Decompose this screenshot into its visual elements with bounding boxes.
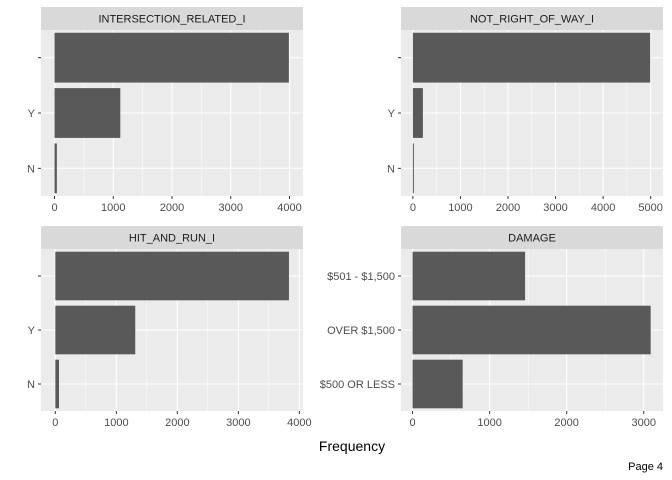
x-tick-label: 1000 — [477, 417, 501, 429]
x-tick-label: 4000 — [591, 202, 615, 214]
bar-n — [55, 359, 59, 409]
bar-n — [54, 143, 57, 194]
y-tick-label: N — [387, 163, 395, 175]
facet-panel-2: NOT_RIGHT_OF_WAY_I 0 1000 2000 3000 4000 5000 Y… — [387, 7, 663, 214]
y-tick-label: OVER $1,500 — [327, 325, 395, 337]
x-tick-label: 2000 — [554, 417, 578, 429]
x-tick-label: 3000 — [543, 202, 567, 214]
facet-strip-title: HIT_AND_RUN_I — [129, 233, 215, 245]
facet-panel-3: HIT_AND_RUN_I 0 1000 2000 3000 4000 Y N — [27, 226, 312, 429]
y-tick-label: N — [27, 163, 35, 175]
y-tick-label: $500 OR LESS — [320, 379, 395, 391]
facet-strip — [41, 7, 303, 30]
bar-blank — [412, 32, 651, 83]
facet-strip-title: INTERSECTION_RELATED_I — [98, 14, 245, 26]
bar--500-or-less — [412, 359, 463, 409]
facet-strip-title: DAMAGE — [508, 233, 556, 245]
page-number-label: Page 4 — [628, 461, 663, 473]
bar-y — [412, 88, 423, 138]
x-tick-label: 0 — [51, 202, 57, 214]
facet-strip — [401, 226, 663, 249]
bar-over-1-500 — [412, 305, 651, 355]
bar-n — [412, 143, 414, 194]
facet-panels: INTERSECTION_RELATED_I 0 1000 2000 3000 4000 Y… — [27, 7, 663, 429]
x-tick-label: 2000 — [160, 202, 184, 214]
x-tick-label: 3000 — [226, 417, 250, 429]
x-tick-label: 5000 — [638, 202, 662, 214]
x-tick-label: 1000 — [104, 417, 128, 429]
bar-y — [55, 305, 136, 355]
x-tick-label: 0 — [52, 417, 58, 429]
facet-strip — [401, 7, 663, 30]
x-tick-label: 4000 — [277, 202, 301, 214]
facet-strip-title: NOT_RIGHT_OF_WAY_I — [470, 14, 594, 26]
y-tick-label: $501 - $1,500 — [327, 271, 395, 283]
x-tick-label: 3000 — [219, 202, 243, 214]
x-tick-label: 1000 — [448, 202, 472, 214]
x-tick-label: 2000 — [496, 202, 520, 214]
x-tick-label: 4000 — [287, 417, 311, 429]
x-tick-label: 0 — [409, 417, 415, 429]
x-tick-label: 2000 — [165, 417, 189, 429]
x-tick-label: 3000 — [631, 417, 655, 429]
facet-panel-1: INTERSECTION_RELATED_I 0 1000 2000 3000 4000 Y… — [27, 7, 303, 214]
bar-blank — [54, 32, 289, 83]
facet-panel-4: DAMAGE 0 1000 2000 3000 $501 - $1,500 OVER $1,… — [320, 226, 663, 429]
y-tick-label: Y — [28, 325, 36, 337]
bar-blank — [55, 251, 289, 301]
x-axis-title: Frequency — [319, 438, 385, 454]
y-tick-label: Y — [28, 108, 36, 120]
facet-strip — [41, 226, 303, 249]
x-tick-label: 0 — [410, 202, 416, 214]
bar-y — [54, 88, 121, 138]
y-tick-label: Y — [388, 108, 396, 120]
x-tick-label: 1000 — [101, 202, 125, 214]
bar--501-1-500 — [412, 251, 526, 301]
y-tick-label: N — [27, 379, 35, 391]
